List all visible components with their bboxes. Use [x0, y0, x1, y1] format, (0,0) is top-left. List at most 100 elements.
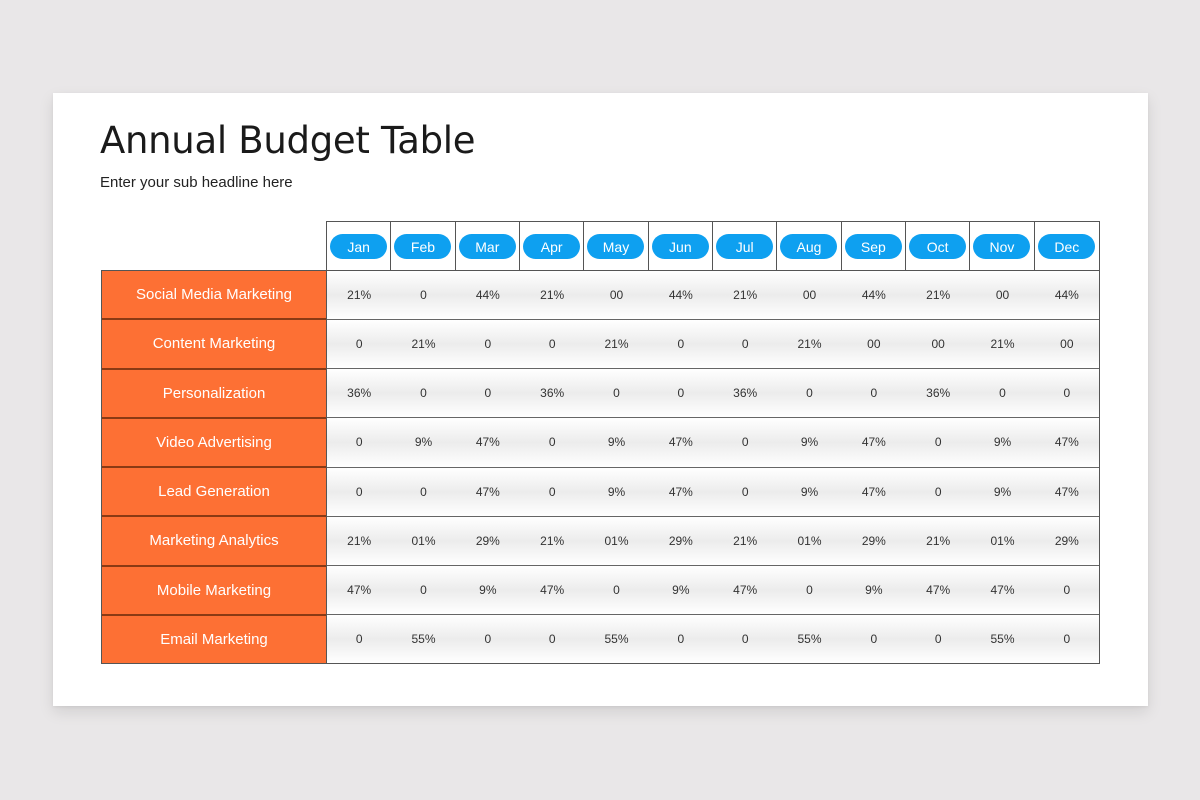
month-header-cell: May: [584, 222, 649, 271]
table-cell: 0: [420, 288, 427, 303]
table-cell: 21%: [604, 337, 629, 352]
table-cell: 9%: [993, 484, 1012, 499]
table-cell: 0: [1063, 386, 1071, 401]
row-label: Social Media Marketing: [102, 271, 326, 321]
table-cell: 36%: [733, 386, 758, 401]
row-label: Email Marketing: [160, 630, 268, 648]
month-header-cell: Oct: [906, 222, 971, 271]
table-cell: 0: [1063, 582, 1071, 597]
table-cell: 9%: [800, 435, 819, 450]
page-subtitle: Enter your sub headline here: [100, 174, 293, 191]
table-cell: 0: [741, 484, 749, 499]
table-cell: 0: [677, 337, 685, 352]
table-cell: 21%: [926, 533, 951, 548]
table-row: 36% 0 0 36% 0 0 36% 0 0 36% 0 0: [327, 369, 1099, 419]
month-header-cell: Dec: [1035, 222, 1099, 271]
table-row: 0 55% 0 0 55% 0 0 55% 0 0 55% 0: [327, 614, 1099, 663]
table-cell: 47%: [668, 435, 693, 450]
table-cell: 21%: [540, 533, 565, 548]
table-cell: 21%: [797, 337, 822, 352]
table-cell: 9%: [865, 582, 883, 597]
table-cell: 0: [548, 435, 556, 450]
page-title: Annual Budget Table: [100, 119, 476, 162]
table-cell: 0: [741, 337, 749, 352]
row-label: Lead Generation: [102, 468, 326, 518]
month-pill-jul: Jul: [716, 234, 774, 259]
month-header-cell: Nov: [970, 222, 1035, 271]
table-cell: 55%: [797, 631, 822, 646]
table-cell: 29%: [668, 533, 693, 548]
row-labels-column: Social Media Marketing Content Marketing P…: [102, 271, 327, 663]
table-cell: 47%: [347, 582, 372, 597]
table-cell: 21%: [540, 288, 565, 303]
month-header-cell: Apr: [520, 222, 585, 271]
table-cell: 0: [548, 631, 556, 646]
table-cell: 47%: [926, 582, 951, 597]
table-cell: 21%: [347, 288, 372, 303]
table-cell: 0: [741, 631, 749, 646]
table-cell: 0: [355, 435, 363, 450]
table-cell: 0: [420, 484, 427, 499]
table-row: 0 21% 0 0 21% 0 0 21% 00 00 21% 00: [327, 320, 1099, 370]
table-cell: 47%: [668, 484, 693, 499]
month-pill-mar: Mar: [458, 234, 516, 259]
table-cell: 0: [934, 484, 942, 499]
table-cell: 01%: [797, 533, 822, 548]
table-cell: 47%: [990, 582, 1015, 597]
table-cell: 0: [934, 435, 942, 450]
table-cell: 47%: [540, 582, 565, 597]
table-cell: 01%: [411, 533, 436, 548]
table-cell: 29%: [1054, 533, 1079, 548]
table-cell: 0: [355, 484, 363, 499]
table-row: 21% 0 44% 21% 00 44% 21% 00 44% 21% 00 44%: [327, 271, 1099, 321]
table-cell: 0: [484, 337, 492, 352]
month-pill-sep: Sep: [844, 234, 902, 259]
table-cell: 47%: [1054, 435, 1079, 450]
table-cell: 0: [484, 631, 492, 646]
table-cell: 44%: [475, 288, 500, 303]
table-row: 21% 01% 29% 21% 01% 29% 21% 01% 29% 21% 01% 29%: [327, 516, 1099, 566]
table-row: 0 9% 47% 0 9% 47% 0 9% 47% 0 9% 47%: [327, 418, 1099, 468]
table-cell: 0: [548, 337, 556, 352]
table-cell: 36%: [347, 386, 372, 401]
table-cell: 9%: [479, 582, 497, 597]
table-cell: 21%: [926, 288, 951, 303]
month-header-cell: Jun: [649, 222, 713, 271]
table-cell: 0: [999, 386, 1006, 401]
table-cell: 9%: [800, 484, 819, 499]
table-cell: 47%: [861, 484, 886, 499]
table-cell: 00: [802, 288, 817, 303]
table-cell: 21%: [347, 533, 372, 548]
table-cell: 21%: [733, 533, 758, 548]
table-cell: 44%: [1054, 288, 1079, 303]
table-cell: 00: [867, 337, 881, 352]
month-pill-apr: Apr: [523, 234, 581, 259]
table-cell: 9%: [607, 484, 626, 499]
month-pill-feb: Feb: [394, 234, 452, 259]
month-header-row: Jan Feb Mar Apr May Jun Jul Aug Sep Oct Nov Dec: [326, 221, 1100, 271]
month-pill-oct: Oct: [909, 234, 967, 259]
table-cell: 0: [741, 435, 749, 450]
table-cell: 9%: [672, 582, 690, 597]
month-header-cell: Feb: [391, 222, 456, 271]
table-cell: 0: [806, 386, 813, 401]
table-cell: 9%: [414, 435, 433, 450]
table-cell: 0: [1063, 631, 1071, 646]
slide: Annual Budget Table Enter your sub headl…: [53, 93, 1148, 706]
table-cell: 44%: [668, 288, 693, 303]
row-label: Mobile Marketing: [102, 567, 326, 616]
table-cell: 0: [420, 386, 427, 401]
table-cell: 00: [931, 337, 945, 352]
row-label: Personalization: [102, 370, 326, 419]
month-header-cell: Mar: [456, 222, 520, 271]
table-row: 47% 0 9% 47% 0 9% 47% 0 9% 47% 47% 0: [327, 565, 1099, 615]
table-cell: 29%: [861, 533, 886, 548]
month-header-cell: Jul: [713, 222, 778, 271]
table-cell: 0: [677, 386, 685, 401]
table-cell: 0: [677, 631, 685, 646]
month-pill-nov: Nov: [973, 234, 1031, 259]
table-cell: 47%: [861, 435, 886, 450]
table-cell: 0: [548, 484, 556, 499]
month-header-cell: Aug: [777, 222, 842, 271]
data-rows: 21% 0 44% 21% 00 44% 21% 00 44% 21% 00 44% 0 21% 0 0 21%…: [327, 271, 1099, 663]
